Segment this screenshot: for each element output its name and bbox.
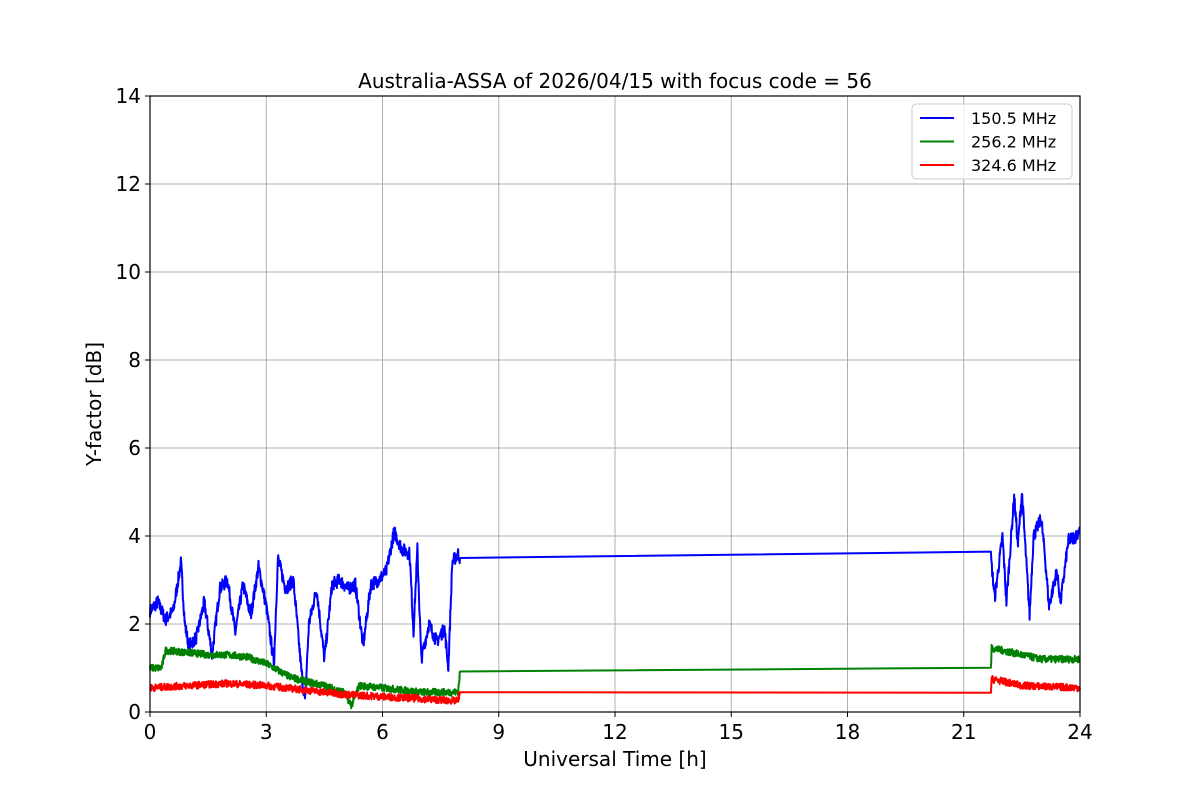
- series-line-2: [149, 675, 1081, 705]
- x-tick-label: 18: [835, 720, 860, 744]
- legend-label: 150.5 MHz: [971, 109, 1056, 128]
- x-tick-label: 9: [492, 720, 505, 744]
- y-tick-label: 2: [128, 612, 141, 636]
- grid: [149, 95, 1081, 713]
- x-tick-label: 3: [260, 720, 273, 744]
- y-tick-label: 0: [128, 700, 141, 724]
- plot-lines: [149, 492, 1081, 710]
- x-tick-label: 21: [951, 720, 976, 744]
- x-axis-label: Universal Time [h]: [523, 747, 706, 771]
- y-tick-label: 12: [116, 172, 141, 196]
- y-tick-label: 8: [128, 348, 141, 372]
- y-tick-label: 6: [128, 436, 141, 460]
- y-tick-label: 14: [116, 84, 141, 108]
- y-axis-label: Y-factor [dB]: [82, 342, 106, 467]
- legend: 150.5 MHz 256.2 MHz 324.6 MHz: [911, 103, 1073, 180]
- legend-label: 324.6 MHz: [971, 156, 1056, 175]
- series-line-0: [149, 492, 1081, 700]
- series-line-1: [149, 643, 1081, 710]
- x-tick-label: 15: [719, 720, 744, 744]
- x-tick-label: 6: [376, 720, 389, 744]
- x-tick-label: 24: [1067, 720, 1092, 744]
- chart-title: Australia-ASSA of 2026/04/15 with focus …: [358, 69, 872, 93]
- x-tick-label: 0: [144, 720, 157, 744]
- legend-box: [911, 103, 1073, 180]
- x-tick-label: 12: [602, 720, 627, 744]
- legend-label: 256.2 MHz: [971, 133, 1056, 152]
- y-tick-label: 4: [128, 524, 141, 548]
- y-tick-label: 10: [116, 260, 141, 284]
